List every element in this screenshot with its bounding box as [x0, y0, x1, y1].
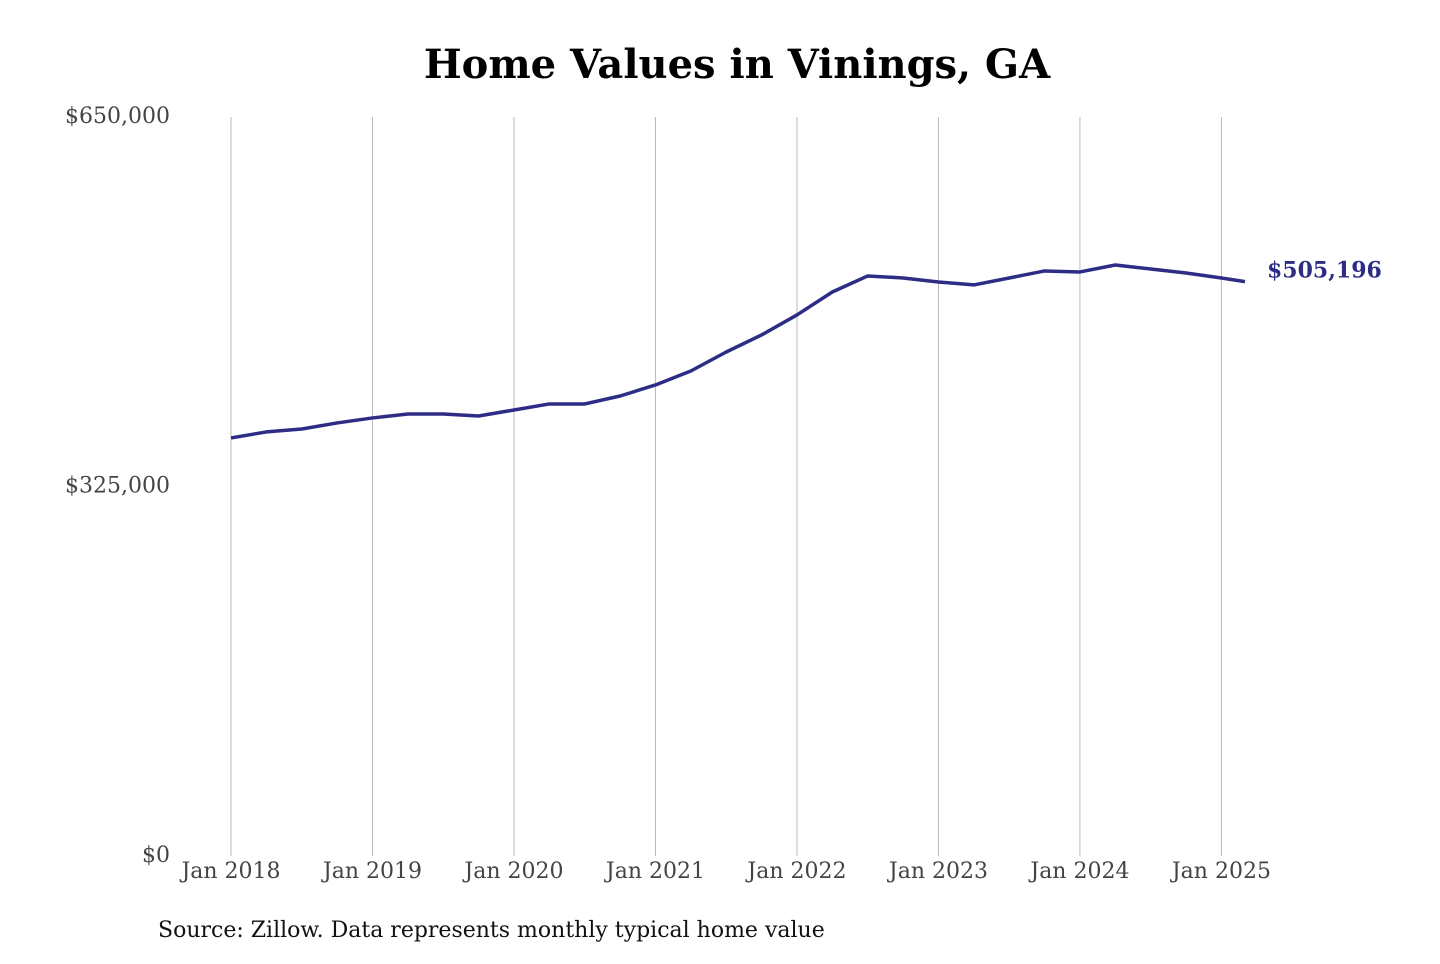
- x-tick-label: Jan 2020: [462, 859, 563, 884]
- x-tick-label: Jan 2023: [887, 859, 988, 884]
- x-tick-label: Jan 2025: [1170, 859, 1271, 884]
- line: [230, 263, 1246, 440]
- x-tick-label: Jan 2024: [1028, 859, 1129, 884]
- x-tick-label: Jan 2019: [321, 859, 422, 884]
- x-tick-label: Jan 2018: [179, 859, 280, 884]
- y-tick-label: $0: [142, 843, 170, 868]
- value-label: $505,196: [1267, 258, 1382, 284]
- source-note: Source: Zillow. Data represents monthly …: [158, 918, 825, 943]
- x-tick-label: Jan 2022: [745, 859, 846, 884]
- y-tick-label: $325,000: [65, 474, 170, 499]
- x-tick-label: Jan 2021: [604, 859, 705, 884]
- y-tick-label: $650,000: [65, 104, 170, 129]
- chart-title: Home Values in Vinings, GA: [424, 41, 1051, 88]
